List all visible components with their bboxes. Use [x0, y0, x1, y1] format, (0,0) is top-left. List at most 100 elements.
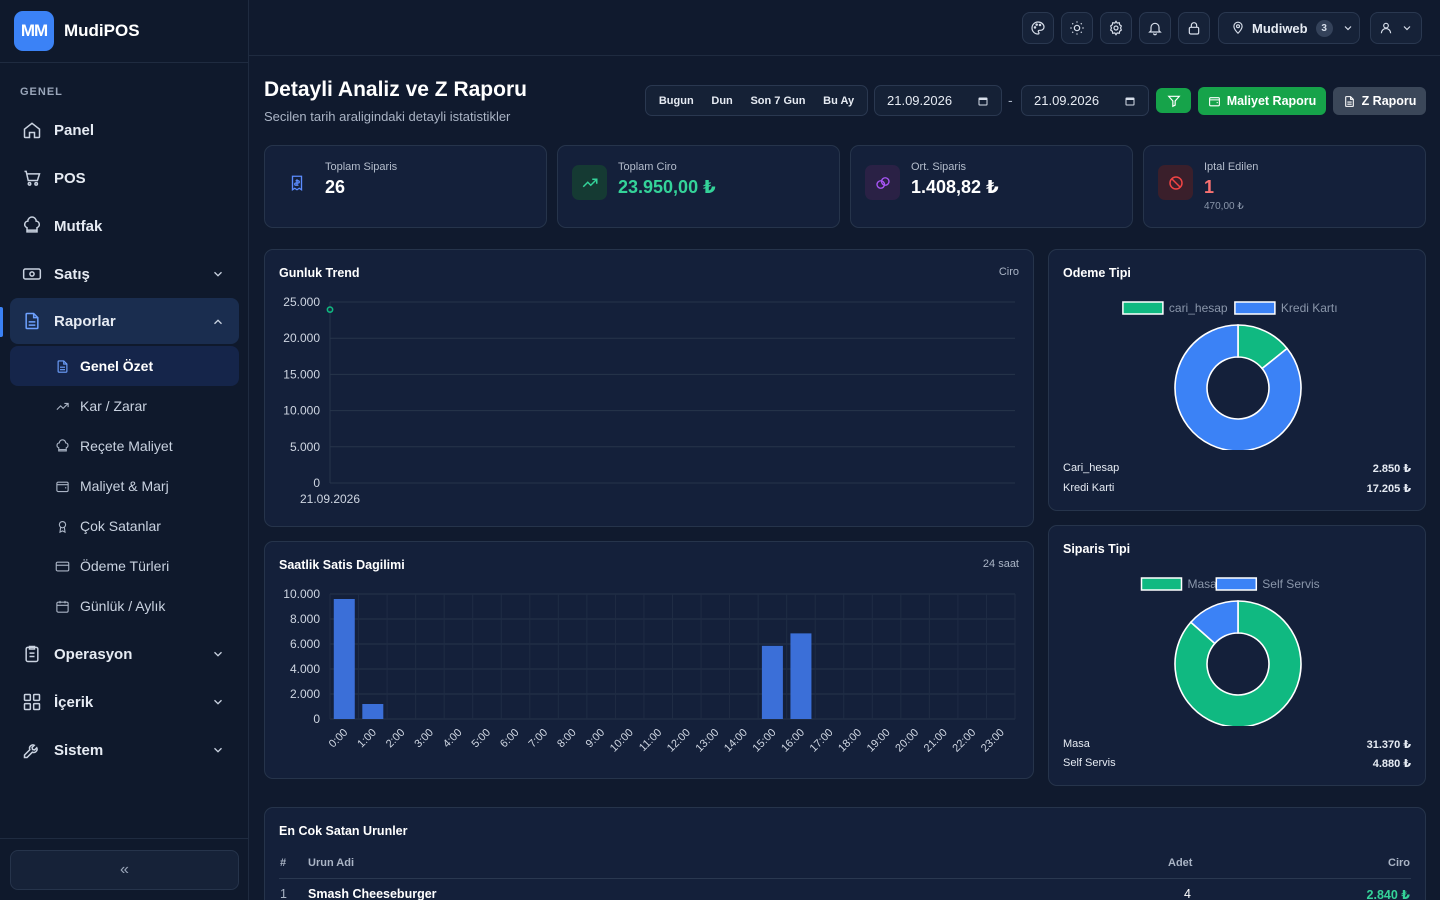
gear-icon [1109, 20, 1123, 36]
chevron-down-icon [214, 747, 222, 753]
y-tick-label: 15.000 [283, 367, 320, 381]
row-revenue: 2.840 ₺ [1366, 888, 1410, 900]
row-rank: 1 [280, 887, 287, 900]
wrench-icon [22, 740, 42, 760]
chevron-down-icon [214, 651, 222, 657]
x-tick-label: 18:00 [836, 727, 864, 755]
branch-count-badge: 3 [1315, 19, 1333, 37]
range-month-button[interactable]: Bu Ay [823, 94, 855, 107]
sidebar-subitem-odeme-turleri[interactable]: Ödeme Türleri [0, 546, 249, 586]
grid-icon [22, 692, 42, 712]
sidebar-item-label: Mutfak [54, 217, 103, 235]
sidebar-item-label: Satış [54, 265, 90, 283]
legend-label: Kredi Kartı [1281, 301, 1338, 315]
award-icon [54, 518, 70, 534]
brand[interactable]: MM MudiPOS [0, 0, 248, 63]
y-tick-label: 10.000 [283, 587, 320, 601]
lock-button[interactable] [1178, 12, 1210, 44]
theme-toggle-button[interactable] [1061, 12, 1093, 44]
chevron-down-icon [214, 699, 222, 705]
sidebar-subitem-gunluk-aylik[interactable]: Günlük / Aylık [0, 586, 249, 626]
cart-icon [22, 168, 42, 188]
x-tick-label: 22:00 [950, 727, 978, 755]
payment-row-value: 17.205 ₺ [1366, 483, 1411, 495]
sidebar-item-operasyon[interactable]: Operasyon [0, 630, 249, 678]
y-tick-label: 2.000 [290, 687, 320, 701]
date-to-value: 21.09.2026 [1034, 93, 1100, 108]
order-type-row-value: 4.880 ₺ [1372, 758, 1411, 770]
order-type-panel: Siparis Tipi Masa Self Servis Masa 31.370… [1048, 525, 1426, 786]
notifications-button[interactable] [1139, 12, 1171, 44]
stat-card-cancelled: Iptal Edilen 1 470,00 ₺ [1143, 145, 1426, 228]
sidebar-item-label: Operasyon [54, 645, 133, 663]
sidebar-subitem-genel-ozet[interactable]: Genel Özet [10, 346, 239, 386]
x-tick-label: 13:00 [693, 727, 721, 755]
top-products-panel: En Cok Satan Urunler [264, 807, 1426, 900]
chevron-down-icon [214, 271, 222, 277]
panel-title: Saatlik Satis Dagilimi [279, 558, 405, 572]
sidebar-subitem-kar-zarar[interactable]: Kar / Zarar [0, 386, 249, 426]
theme-palette-button[interactable] [1022, 12, 1054, 44]
date-from-input[interactable]: 21.09.2026 [874, 85, 1002, 116]
page-title: Detayli Analiz ve Z Raporu [264, 78, 527, 101]
order-type-row-value: 31.370 ₺ [1366, 739, 1411, 751]
receipt-icon [279, 165, 314, 200]
hourly-sales-panel: Saatlik Satis Dagilimi 24 saat 10.000 8.0… [264, 541, 1034, 779]
section-label: GENEL [20, 86, 63, 98]
x-tick-label: 2:00 [384, 727, 408, 751]
sidebar-subitem-cok-satanlar[interactable]: Çok Satanlar [0, 506, 249, 546]
chevron-down-icon [1403, 26, 1411, 31]
account-menu[interactable] [1370, 12, 1422, 44]
calendar-icon[interactable] [977, 95, 989, 107]
y-tick-label: 0 [313, 476, 320, 490]
legend-label: Self Servis [1262, 577, 1319, 591]
daily-trend-panel: Gunluk Trend Ciro 25.000 20.000 15.000 10.0… [264, 249, 1034, 527]
stat-subvalue: 470,00 ₺ [1204, 201, 1244, 212]
z-report-button[interactable]: Z Raporu [1333, 87, 1426, 115]
sidebar-item-sistem[interactable]: Sistem [0, 726, 249, 774]
sidebar-item-pos[interactable]: POS [0, 154, 249, 202]
sidebar-item-icerik[interactable]: İçerik [0, 678, 249, 726]
sidebar-item-panel[interactable]: Panel [0, 106, 249, 154]
date-to-input[interactable]: 21.09.2026 [1021, 85, 1149, 116]
range-yesterday-button[interactable]: Dun [711, 94, 733, 107]
sidebar-item-label: Panel [54, 121, 95, 139]
stat-card-total-revenue: Toplam Ciro 23.950,00 ₺ [557, 145, 840, 228]
bar [790, 633, 812, 719]
range-today-button[interactable]: Bugun [658, 94, 694, 107]
z-report-label: Z Raporu [1361, 94, 1417, 108]
column-header-revenue: Ciro [1388, 857, 1410, 869]
sidebar-nav: Panel POS Mutfak Satış Raporlar [0, 106, 249, 774]
maliyet-report-button[interactable]: Maliyet Raporu [1198, 87, 1326, 115]
x-tick-label: 5:00 [469, 727, 493, 751]
x-tick-label: 14:00 [722, 727, 750, 755]
range-last7-button[interactable]: Son 7 Gun [750, 94, 806, 107]
x-tick-label: 23:00 [979, 727, 1007, 755]
ban-icon [1158, 165, 1193, 200]
sidebar-subitem-label: Maliyet & Marj [80, 478, 169, 494]
branch-name: Mudiweb [1252, 20, 1308, 36]
stat-card-total-orders: Toplam Siparis 26 [264, 145, 547, 228]
stat-value: 1.408,82 ₺ [911, 177, 999, 197]
settings-button[interactable] [1100, 12, 1132, 44]
x-tick-label: 12:00 [665, 727, 693, 755]
stat-label: Toplam Siparis [325, 161, 398, 173]
sidebar-item-satis[interactable]: Satış [0, 250, 249, 298]
hourly-sales-chart: 10.000 8.000 6.000 4.000 2.000 0 0:00 1:00 2:00 3… [283, 587, 1016, 755]
legend-swatch [1215, 577, 1258, 591]
sidebar-item-raporlar[interactable]: Raporlar [10, 298, 239, 344]
sidebar-item-mutfak[interactable]: Mutfak [0, 202, 249, 250]
palette-icon [1031, 21, 1045, 35]
collapse-sidebar-button[interactable]: « [10, 850, 239, 890]
brand-logo: MM [14, 11, 54, 51]
payment-row-value: 2.850 ₺ [1372, 463, 1411, 475]
trend-up-icon [54, 398, 70, 414]
wallet-icon [1208, 96, 1220, 106]
chevron-down-icon [1344, 26, 1352, 31]
chef-hat-icon [54, 438, 70, 454]
sidebar-subitem-maliyet-marj[interactable]: Maliyet & Marj [0, 466, 249, 506]
branch-selector[interactable]: Mudiweb 3 [1218, 12, 1360, 44]
calendar-icon[interactable] [1124, 95, 1136, 107]
sidebar-subitem-recete-maliyet[interactable]: Reçete Maliyet [0, 426, 249, 466]
filter-button[interactable] [1156, 88, 1191, 113]
